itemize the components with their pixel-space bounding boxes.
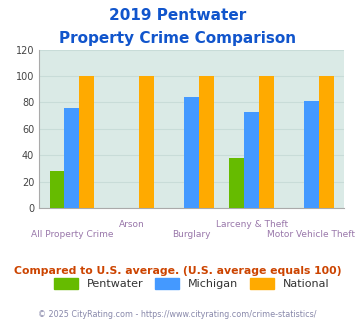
Legend: Pentwater, Michigan, National: Pentwater, Michigan, National <box>49 274 334 294</box>
Bar <box>139 76 154 208</box>
Text: All Property Crime: All Property Crime <box>31 230 113 239</box>
Bar <box>319 76 334 208</box>
Text: Burglary: Burglary <box>173 230 211 239</box>
Bar <box>65 108 80 208</box>
Text: Motor Vehicle Theft: Motor Vehicle Theft <box>267 230 355 239</box>
Text: 2019 Pentwater: 2019 Pentwater <box>109 8 246 23</box>
Text: Larceny & Theft: Larceny & Theft <box>215 220 288 229</box>
Text: Property Crime Comparison: Property Crime Comparison <box>59 31 296 46</box>
Bar <box>259 76 274 208</box>
Bar <box>80 76 94 208</box>
Text: Compared to U.S. average. (U.S. average equals 100): Compared to U.S. average. (U.S. average … <box>14 266 341 276</box>
Bar <box>244 112 259 208</box>
Text: © 2025 CityRating.com - https://www.cityrating.com/crime-statistics/: © 2025 CityRating.com - https://www.city… <box>38 310 317 319</box>
Text: Arson: Arson <box>119 220 145 229</box>
Bar <box>304 101 319 208</box>
Bar <box>50 171 65 208</box>
Bar <box>184 97 199 208</box>
Bar <box>229 158 244 208</box>
Bar <box>199 76 214 208</box>
